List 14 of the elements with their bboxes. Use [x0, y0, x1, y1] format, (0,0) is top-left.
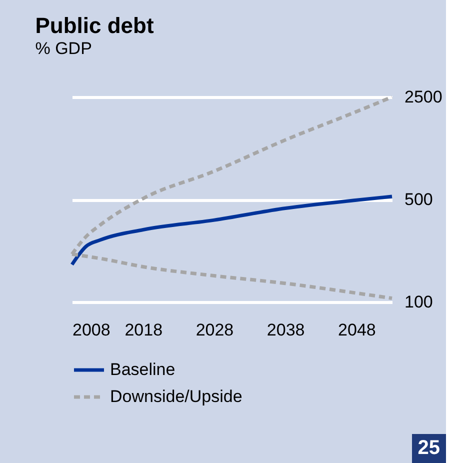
- chart-subtitle: % GDP: [35, 39, 92, 58]
- y-tick-label: 2500: [404, 88, 442, 106]
- x-tick-label: 2038: [266, 320, 305, 340]
- chart-title: Public debt: [35, 13, 154, 38]
- x-tick-label: 2048: [338, 320, 376, 340]
- x-tick-label: 2018: [124, 320, 163, 340]
- legend-label: Baseline: [110, 360, 176, 379]
- text: 25: [412, 434, 446, 463]
- y-tick-label: 100: [404, 292, 433, 312]
- x-tick-label: 2008: [72, 320, 110, 340]
- y-tick-label: 500: [404, 190, 433, 209]
- legend-label: Downside/Upside: [110, 387, 242, 406]
- x-tick-label: 2028: [196, 320, 234, 340]
- line-series: [70, 194, 394, 266]
